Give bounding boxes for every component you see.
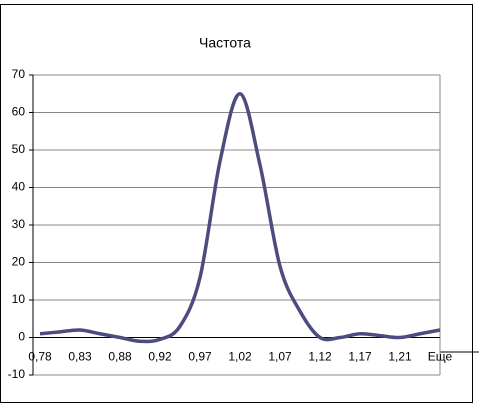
chart-title: Частота xyxy=(199,35,251,51)
x-tick-label: 1,17 xyxy=(348,350,372,364)
y-tick-label: -10 xyxy=(8,367,26,381)
y-tick-label: 20 xyxy=(12,255,26,269)
x-tick-label: Еще xyxy=(428,350,453,364)
y-tick-label: 60 xyxy=(12,105,26,119)
chart-frame xyxy=(0,4,473,403)
y-tick-label: 10 xyxy=(12,292,26,306)
y-tick-label: 0 xyxy=(18,330,25,344)
y-tick-label: 50 xyxy=(12,142,26,156)
x-tick-label: 0,78 xyxy=(28,350,52,364)
x-tick-label: 1,12 xyxy=(308,350,332,364)
x-tick-label: 1,21 xyxy=(388,350,412,364)
x-tick-label: 0,83 xyxy=(68,350,92,364)
series-line xyxy=(39,92,441,344)
y-tick-label: 30 xyxy=(12,217,26,231)
x-tick-label: 1,07 xyxy=(268,350,292,364)
x-tick-label: 0,92 xyxy=(148,350,172,364)
x-tick-label: 1,02 xyxy=(228,350,252,364)
y-tick-label: 40 xyxy=(12,180,26,194)
x-tick-label: 0,97 xyxy=(188,350,212,364)
x-tick-label: 0,88 xyxy=(108,350,132,364)
y-tick-label: 70 xyxy=(12,67,26,81)
